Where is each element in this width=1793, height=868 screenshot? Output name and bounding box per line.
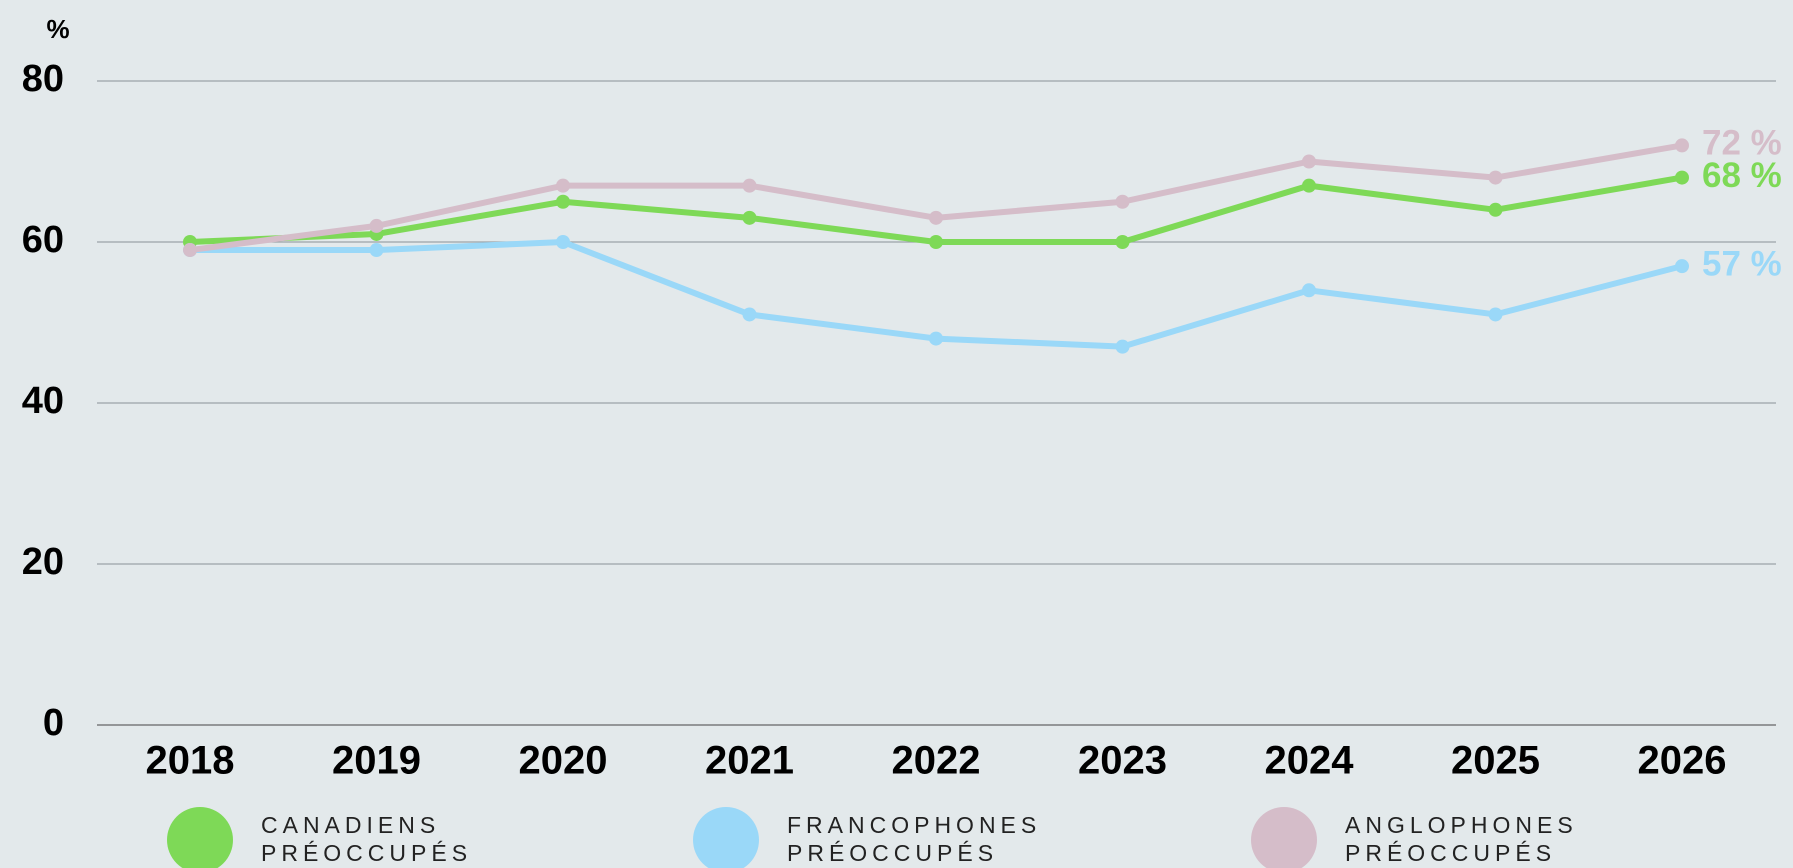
data-point [1302,154,1316,169]
data-point [1675,259,1689,274]
data-point [1115,235,1130,249]
series-line [189,174,1683,245]
legend-label: CANADIENS PRÉOCCUPÉS [261,812,473,866]
data-point [1488,307,1503,322]
data-point [1115,194,1130,209]
x-tick-label: 2019 [332,739,421,783]
y-tick-label: 80 [22,58,64,100]
data-point [369,243,384,258]
data-point [929,331,943,346]
x-tick-label: 2018 [146,739,235,783]
legend-label: FRANCOPHONES PRÉOCCUPÉS [787,812,1042,866]
x-tick-label: 2023 [1078,739,1167,783]
y-tick-label: 20 [22,541,64,583]
value-label: 72 % [1702,124,1782,163]
data-point [1675,138,1689,153]
x-tick-label: 2021 [705,739,794,783]
data-point [742,178,757,193]
data-point [1302,283,1316,298]
data-point [369,218,384,233]
data-point [183,243,197,258]
value-label: 57 % [1702,244,1782,283]
data-point [742,210,757,225]
data-point [556,194,570,209]
data-point [1488,202,1503,217]
data-point [556,235,570,249]
y-axis-label: % [46,14,69,44]
x-tick-label: 2025 [1451,739,1540,783]
value-label: 68 % [1702,156,1782,195]
x-tick-label: 2020 [519,739,608,783]
legend-swatch [693,807,759,868]
x-tick-label: 2026 [1638,739,1727,783]
x-tick-label: 2024 [1265,739,1355,783]
data-point [1488,170,1503,185]
y-tick-label: 60 [22,219,64,261]
data-point [742,307,757,322]
legend-swatch [1251,807,1317,868]
data-point [929,235,943,249]
series-line [190,239,1683,350]
legend-swatch [167,807,233,868]
legend-label: ANGLOPHONES PRÉOCCUPÉS [1345,812,1578,866]
data-point [929,210,943,225]
data-point [1675,170,1689,185]
data-point [556,178,570,193]
y-tick-label: 40 [22,380,64,422]
y-tick-label: 0 [43,702,64,744]
x-tick-label: 2022 [892,739,981,783]
data-point [1115,339,1130,354]
series-line [189,142,1683,254]
data-point [1302,178,1316,193]
